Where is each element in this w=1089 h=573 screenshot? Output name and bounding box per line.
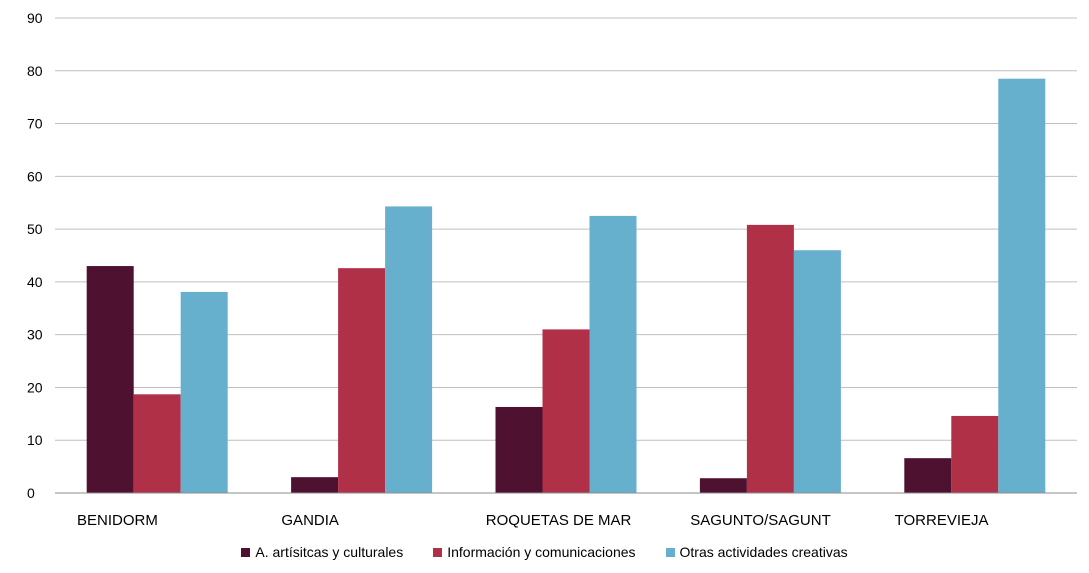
- legend-label-artisticas: A. artísitcas y culturales: [255, 544, 404, 560]
- bar-informacion: [542, 329, 590, 493]
- x-category-label: TORREVIEJA: [895, 512, 989, 529]
- bar-otras: [589, 215, 637, 493]
- legend-swatch-artisticas: [241, 547, 251, 557]
- bar-chart-plot: 0 10 20 30 40 50 60 70 80 90 BENIDORM GANDIA ROQUET…: [27, 10, 1077, 529]
- bar-otras: [998, 78, 1046, 493]
- x-category-label: ROQUETAS DE MAR: [486, 512, 632, 529]
- x-axis-category-labels: BENIDORM GANDIA ROQUETAS DE MAR SAGUNTO/SAG…: [77, 512, 989, 529]
- bar-informacion: [746, 224, 794, 493]
- legend-swatch-otras: [665, 547, 675, 557]
- x-category-label: SAGUNTO/SAGUNT: [690, 512, 831, 529]
- bar-artisticas: [904, 458, 952, 493]
- legend-swatch-informacion: [433, 547, 443, 557]
- x-category-label: GANDIA: [281, 512, 339, 529]
- y-tick-label: 90: [27, 10, 43, 26]
- bar-artisticas: [86, 266, 134, 493]
- y-tick-label: 20: [27, 379, 43, 395]
- y-tick-label: 70: [27, 116, 43, 132]
- y-tick-label: 30: [27, 327, 43, 343]
- bar-informacion: [133, 394, 181, 493]
- bars: [86, 78, 1046, 493]
- bar-otras: [793, 250, 841, 493]
- legend-label-otras: Otras actividades creativas: [679, 544, 848, 560]
- bar-artisticas: [699, 478, 747, 493]
- x-category-label: BENIDORM: [77, 512, 158, 529]
- y-tick-label: 10: [27, 432, 43, 448]
- y-tick-label: 60: [27, 168, 43, 184]
- y-tick-label: 0: [27, 485, 35, 501]
- y-tick-label: 80: [27, 63, 43, 79]
- bar-artisticas: [291, 477, 339, 493]
- y-axis-tick-labels: 0 10 20 30 40 50 60 70 80 90: [27, 10, 43, 501]
- y-tick-label: 40: [27, 274, 43, 290]
- bar-informacion: [338, 268, 386, 493]
- bar-otras: [385, 206, 433, 493]
- bar-otras: [180, 291, 228, 493]
- legend-item-artisticas: A. artísitcas y culturales: [241, 544, 403, 560]
- legend-item-informacion: Información y comunicaciones: [433, 544, 636, 560]
- legend-label-informacion: Información y comunicaciones: [447, 544, 636, 560]
- bar-artisticas: [495, 406, 543, 493]
- y-tick-label: 50: [27, 221, 43, 237]
- legend-item-otras: Otras actividades creativas: [665, 544, 848, 560]
- bar-informacion: [951, 415, 999, 493]
- legend: A. artísitcas y culturales Información y…: [0, 541, 1089, 563]
